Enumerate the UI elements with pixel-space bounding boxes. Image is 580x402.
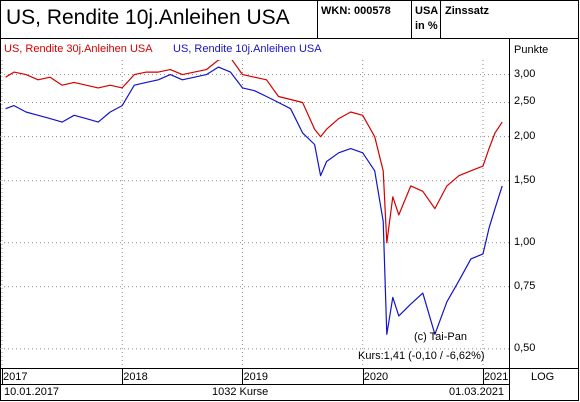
x-tick-label: 2019 (243, 371, 268, 383)
x-tick-mark (242, 368, 243, 384)
unit-line-2: in % (415, 20, 438, 32)
legend-series-30y: US, Rendite 30j.Anleihen USA (4, 43, 153, 55)
x-tick-mark (363, 368, 364, 384)
header-divider (317, 0, 318, 38)
footer-start-date: 10.01.2017 (4, 386, 60, 398)
wkn-label: WKN: 000578 (321, 5, 391, 17)
footer-count: 1032 Kurse (212, 386, 269, 398)
x-tick-label: 2017 (3, 371, 28, 383)
y-tick-label: 2,50 (514, 95, 536, 108)
unit-line-1: USA (415, 5, 439, 17)
x-tick-mark (122, 368, 123, 384)
series-line-10y (5, 66, 503, 335)
x-tick-mark (2, 368, 3, 384)
header-divider (440, 0, 441, 38)
copyright-note: (c) Tai-Pan (414, 331, 467, 343)
y-tick-label: 3,00 (514, 67, 536, 80)
category-label: Zinssatz (445, 5, 490, 17)
axis-unit-label: Punkte (514, 44, 549, 56)
series-line-30y (5, 60, 503, 244)
axis-divider (509, 368, 510, 401)
x-tick-label: 2018 (123, 371, 148, 383)
right-axis-line (509, 38, 510, 368)
y-tick-label: 0,75 (514, 279, 536, 292)
log-scale-label: LOG (531, 371, 555, 383)
header-separator (0, 38, 579, 39)
footer-end-date: 01.03.2021 (449, 386, 505, 398)
header-divider (411, 0, 412, 38)
x-tick-mark (483, 368, 484, 384)
kurs-readout: Kurs:1,41 (-0,10 / -6,62%) (358, 350, 485, 362)
legend-series-10y: US, Rendite 10j.Anleihen USA (173, 43, 322, 55)
footer-separator (0, 384, 509, 385)
y-tick-label: 1,50 (514, 173, 536, 186)
y-tick-label: 0,50 (514, 341, 536, 354)
x-tick-label: 2021 (483, 371, 509, 383)
chart-plot-area (0, 60, 509, 368)
y-tick-label: 1,00 (514, 235, 536, 248)
x-axis-line (0, 368, 579, 369)
x-tick-label: 2020 (363, 371, 389, 383)
page-title: US, Rendite 10j.Anleihen USA (6, 6, 290, 29)
y-tick-label: 2,00 (514, 129, 536, 142)
